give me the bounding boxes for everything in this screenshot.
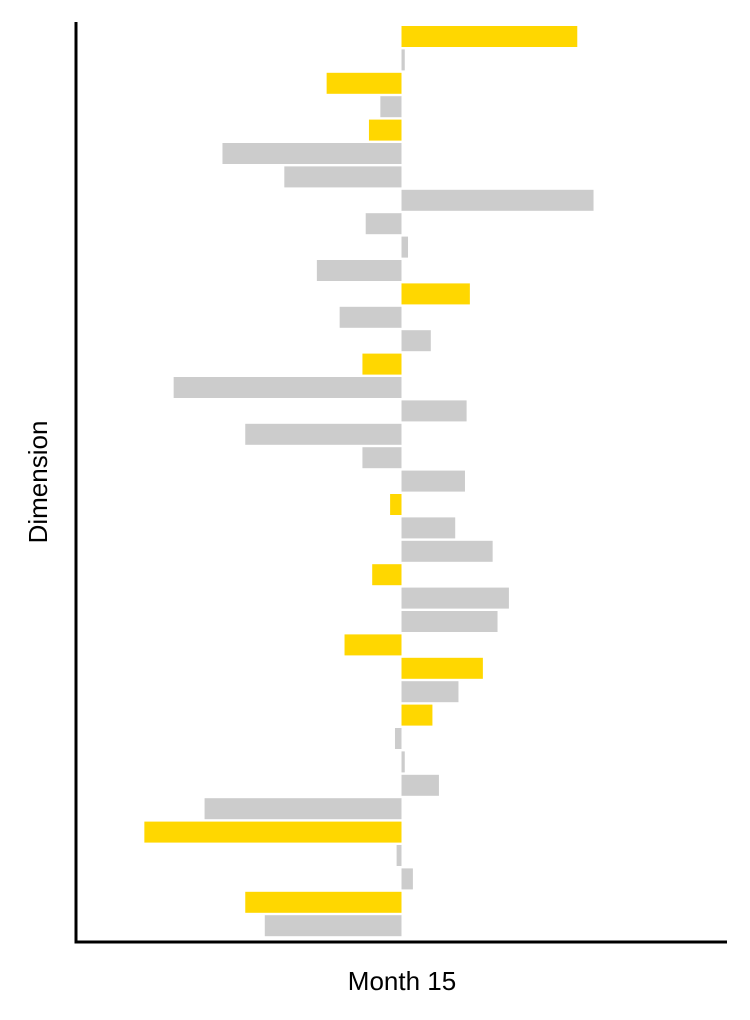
bar <box>401 470 465 492</box>
bar <box>368 119 402 141</box>
bar <box>401 49 405 71</box>
bar <box>401 283 470 305</box>
bar <box>284 166 402 188</box>
bar <box>401 868 413 890</box>
bar <box>401 681 459 703</box>
bar <box>401 657 483 679</box>
bar <box>396 845 402 866</box>
bar <box>204 798 402 820</box>
bar <box>362 447 402 469</box>
bar <box>390 494 402 515</box>
bar <box>401 400 467 422</box>
bar <box>173 377 402 398</box>
bar <box>372 564 402 586</box>
bar <box>401 704 433 726</box>
bar <box>401 774 439 796</box>
bar <box>401 587 509 609</box>
bar <box>401 751 405 773</box>
y-axis-title: Dimension <box>23 421 53 544</box>
bar <box>401 26 578 47</box>
bar-group <box>144 26 594 937</box>
bar <box>401 330 431 352</box>
bar <box>326 72 402 94</box>
bar <box>401 189 594 211</box>
bar <box>401 517 456 539</box>
bar <box>362 353 402 375</box>
bar <box>245 891 402 913</box>
x-axis-title: Month 15 <box>348 966 456 996</box>
bar <box>245 423 402 445</box>
bar <box>144 821 402 843</box>
bar <box>339 306 402 328</box>
bar <box>316 260 402 281</box>
bar <box>344 634 402 656</box>
bar <box>222 143 402 164</box>
bar <box>264 915 402 937</box>
bar <box>401 611 498 632</box>
bar <box>380 96 402 118</box>
bar <box>365 213 402 235</box>
bar <box>394 728 402 749</box>
bar <box>401 540 493 562</box>
bar <box>401 236 409 258</box>
